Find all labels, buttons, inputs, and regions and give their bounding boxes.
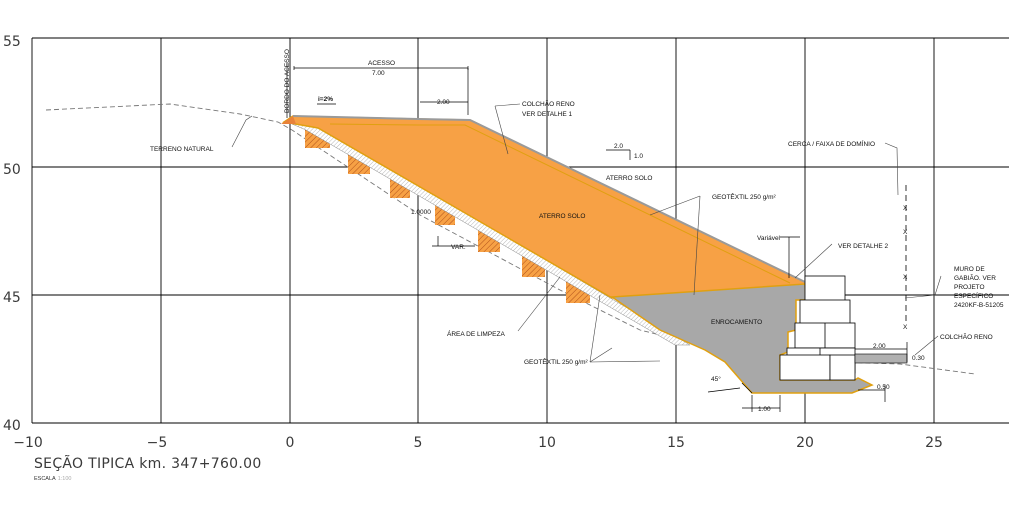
scale-label-text: ESCALA (34, 476, 56, 482)
dim-030-label: 0.30 (912, 355, 925, 362)
gabion-wall (779, 275, 856, 381)
dim-200-label: 2.00 (437, 99, 450, 106)
colchao-reno-label: COLCHÃO RENO (522, 99, 575, 108)
x-tick-10: 10 (538, 435, 556, 451)
muro-label-1: MURO DE (954, 266, 985, 273)
reno-mattress-top (292, 115, 806, 283)
x-tick-m10: −10 (13, 435, 43, 451)
dim-050-label: 0.50 (877, 384, 890, 391)
leader-lines (231, 103, 942, 363)
annotations: BORDO DO ACESSO ACESSO 7.00 i=2% 2.00 CO… (150, 49, 1004, 413)
x-tick-20: 20 (796, 435, 814, 451)
dim-100-label: 1.00 (758, 406, 771, 413)
x-tick-labels: −10 −5 0 5 10 15 20 25 (13, 435, 943, 451)
y-tick-45: 45 (3, 290, 21, 306)
bordo-acesso-label: BORDO DO ACESSO (284, 49, 291, 113)
ratio-v-label: 1.0 (634, 153, 643, 160)
y-tick-55: 55 (3, 34, 21, 50)
section-title: SEÇÃO TIPICA km. 347+760.00 (34, 456, 262, 472)
muro-label-4: ESPECÍFICO (954, 291, 993, 300)
muro-label-2: GABIÃO. VER (954, 273, 996, 282)
grid-lines (31, 37, 1009, 424)
gabion-block (829, 354, 856, 381)
muro-label-3: PROJETO (954, 284, 985, 291)
geotextil-upper-label: GEOTÊXTIL 250 g/m² (712, 192, 777, 201)
dimension-lines (286, 62, 908, 412)
reno-mattress-right (854, 353, 908, 364)
ver-detalhe-2-label: VER DETALHE 2 (838, 243, 888, 250)
scale-value: 1:100 (57, 476, 72, 482)
fence-x: X (903, 274, 908, 281)
acesso-width-label: 7.00 (372, 70, 385, 77)
dim-1000-label: 1.0000 (411, 209, 431, 216)
gabion-block (799, 299, 851, 325)
y-tick-40: 40 (3, 418, 21, 434)
angle-marker (741, 382, 753, 394)
slope-label: i=2% (318, 96, 333, 103)
variavel-label: Variável (757, 235, 781, 242)
dim-200-right-label: 2.00 (873, 343, 886, 350)
top-left-edge (281, 116, 296, 124)
var-label: VAR. (451, 244, 466, 251)
fence-x: X (903, 205, 908, 212)
fence-marks: X X X X (903, 185, 908, 331)
x-tick-25: 25 (925, 435, 943, 451)
terreno-natural-label: TERRENO NATURAL (150, 146, 214, 153)
aterro-solo-main-label: ATERRO SOLO (539, 213, 585, 220)
x-tick-0: 0 (286, 435, 295, 451)
acesso-label: ACESSO (368, 60, 395, 67)
aterro-solo-upper-label: ATERRO SOLO (606, 175, 652, 182)
x-tick-15: 15 (667, 435, 685, 451)
area-limpeza-label: ÁREA DE LIMPEZA (447, 329, 505, 338)
geotextil-lower-label: GEOTÊXTIL 250 g/m² (524, 357, 589, 366)
gabion-block (779, 354, 831, 381)
embankment-inner-line (329, 123, 791, 284)
x-tick-5: 5 (414, 435, 423, 451)
cerca-label: CERCA / FAIXA DE DOMÍNIO (788, 139, 875, 148)
colchao-reno-detail-label: VER DETALHE 1 (522, 111, 572, 118)
gabion-block (804, 275, 846, 302)
enrocamento-label: ENROCAMENTO (711, 319, 762, 326)
fence-x: X (903, 229, 908, 236)
y-tick-50: 50 (3, 162, 21, 178)
scale-label: ESCALA 1:100 (34, 476, 71, 482)
fence-x: X (903, 324, 908, 331)
x-tick-m5: −5 (147, 435, 168, 451)
colchao-reno-right-label: COLCHÃO RENO (940, 332, 993, 341)
y-tick-labels: 55 50 45 40 (3, 34, 21, 434)
natural-terrain-line (45, 103, 976, 375)
angle-45-label: 45° (711, 375, 721, 383)
ratio-h-label: 2.0 (614, 143, 623, 150)
muro-label-5: 2420KF-B-51205 (954, 302, 1004, 309)
